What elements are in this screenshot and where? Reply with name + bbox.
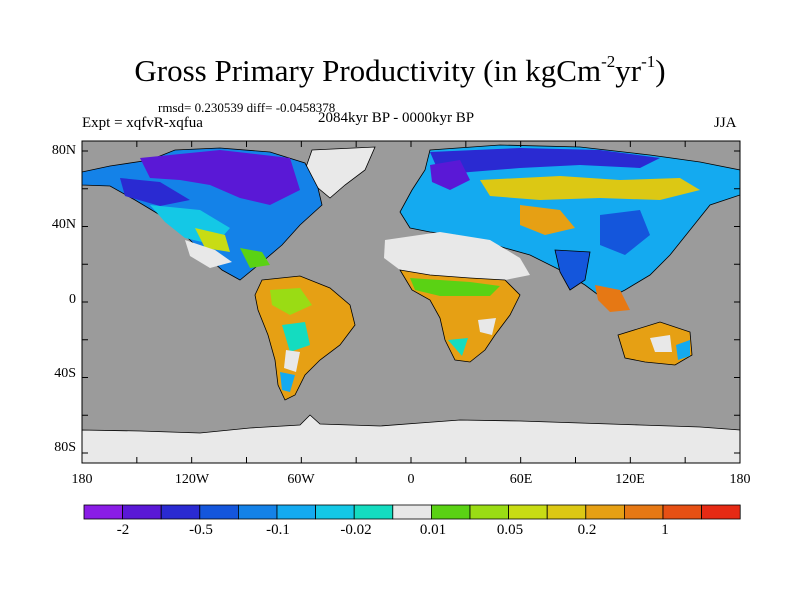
sa-south-cyan: [280, 372, 295, 392]
sa-green-patch: [270, 288, 312, 315]
east-asia-negative: [600, 210, 650, 255]
siberia-yellow-band: [480, 176, 700, 200]
colorbar-label-8: 1: [661, 522, 669, 538]
colorbar-label-4: -0.02: [340, 522, 372, 538]
africa-south-cyan: [448, 338, 468, 356]
colorbar-swatch: [430, 504, 471, 520]
colorbar-label-7: 0.2: [577, 522, 597, 538]
colorbar-label-6: 0.05: [496, 522, 524, 538]
lat-label-40s: 40S: [54, 366, 76, 381]
na-southeast-green: [240, 248, 270, 268]
colorbar-swatch: [353, 504, 394, 520]
na-yellow-patch: [195, 228, 230, 252]
colorbar-swatch: [199, 504, 239, 520]
lon-label-60e: 60E: [509, 472, 533, 487]
africa-green-band: [410, 278, 500, 296]
colorbar-swatch: [624, 504, 664, 520]
africa-white-patch: [478, 318, 496, 335]
eurasia-north-negative: [430, 148, 660, 175]
colorbar-swatch: [392, 504, 432, 520]
india-region: [554, 249, 591, 291]
australia-cyan-edge: [676, 340, 690, 360]
central-asia-orange: [520, 205, 575, 235]
colorbar-swatch: [276, 504, 316, 520]
na-white-desert: [185, 240, 232, 268]
lon-label-120w: 120W: [174, 472, 210, 487]
lon-label-180e: 180: [729, 472, 751, 487]
lon-label-180w: 180: [71, 472, 93, 487]
stats-text: rmsd= 0.230539 diff= -0.0458378: [158, 100, 336, 115]
scandinavia-negative: [430, 160, 470, 190]
period-label: 2084kyr BP - 0000kyr BP: [318, 110, 475, 126]
colorbar-swatch: [585, 504, 625, 520]
lat-label-80s: 80S: [54, 440, 76, 455]
season-label: JJA: [714, 115, 737, 131]
map-title: Gross Primary Productivity (in kgCm-2yr-…: [134, 52, 666, 88]
na-arctic-negative: [140, 150, 300, 205]
lat-label-40n: 40N: [51, 217, 76, 232]
colorbar-swatch: [83, 504, 123, 520]
lon-label-120e: 120E: [615, 472, 645, 487]
australia-white-patch: [650, 335, 672, 352]
lon-label-60w: 60W: [287, 472, 315, 487]
colorbar-label-1: -2: [116, 522, 130, 538]
sa-white-patch: [284, 350, 300, 372]
colorbar-swatch: [122, 504, 162, 520]
lon-label-0: 0: [407, 472, 415, 487]
colorbar-swatch: [662, 504, 702, 520]
colorbar-swatch: [160, 504, 201, 520]
sahara-missing: [384, 232, 530, 280]
lat-label-80n: 80N: [51, 143, 76, 158]
colorbar-swatch: [701, 504, 741, 520]
experiment-label: Expt = xqfvR-xqfua: [82, 115, 203, 131]
colorbar-label-5: 0.01: [419, 522, 447, 538]
colorbar-swatch: [546, 504, 587, 520]
sa-cyan-patch: [282, 322, 310, 352]
southeast-asia-orange: [595, 285, 630, 312]
colorbar-swatch: [315, 504, 355, 520]
colorbar-swatch: [469, 504, 509, 520]
colorbar-label-3: -0.1: [266, 522, 290, 538]
na-strong-negative: [120, 178, 190, 206]
colorbar-swatch: [237, 504, 278, 520]
colorbar-label-2: -0.5: [189, 522, 213, 538]
colorbar-swatch: [508, 504, 548, 520]
lat-label-0: 0: [69, 292, 76, 307]
